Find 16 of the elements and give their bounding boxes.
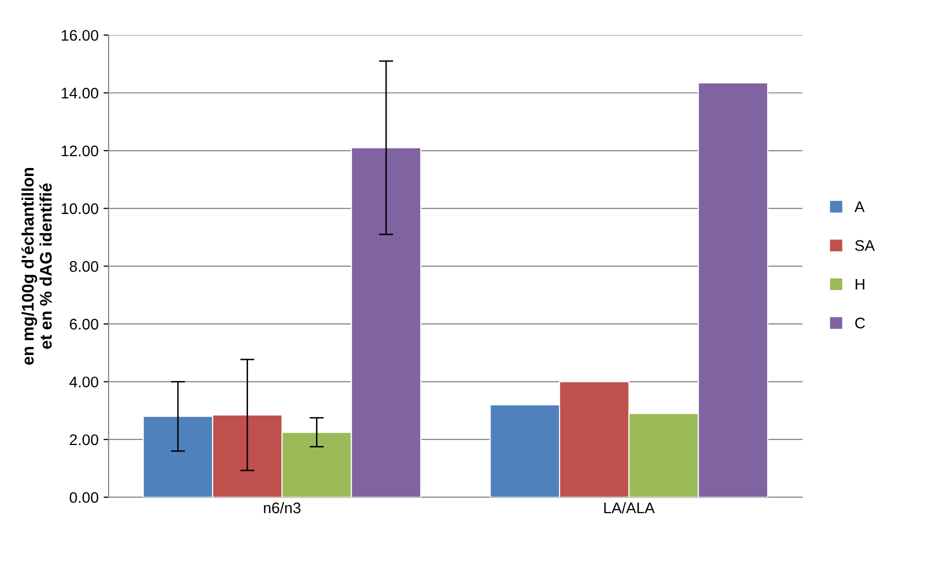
- y-tick-label: 2.00: [70, 434, 98, 446]
- y-tick-label: 6.00: [70, 318, 98, 330]
- legend-label: H: [856, 279, 864, 290]
- x-tick-label: n6/n3: [264, 502, 300, 514]
- y-tick-label: 16.00: [62, 30, 98, 41]
- y-tick-label: 0.00: [70, 492, 98, 503]
- y-axis-title: en mg/100g d'échantillon et en % dAG identifié: [21, 168, 52, 365]
- y-tick-label: 12.00: [62, 146, 98, 156]
- x-tick-label: LA/ALA: [604, 502, 655, 514]
- y-tick-label: 10.00: [62, 203, 98, 214]
- legend-label: SA: [855, 240, 875, 251]
- legend-label: C: [855, 318, 865, 328]
- y-tick-label: 14.00: [62, 88, 98, 99]
- y-tick-label: 8.00: [70, 261, 98, 272]
- legend-label: A: [854, 202, 865, 212]
- y-tick-label: 4.00: [69, 376, 98, 388]
